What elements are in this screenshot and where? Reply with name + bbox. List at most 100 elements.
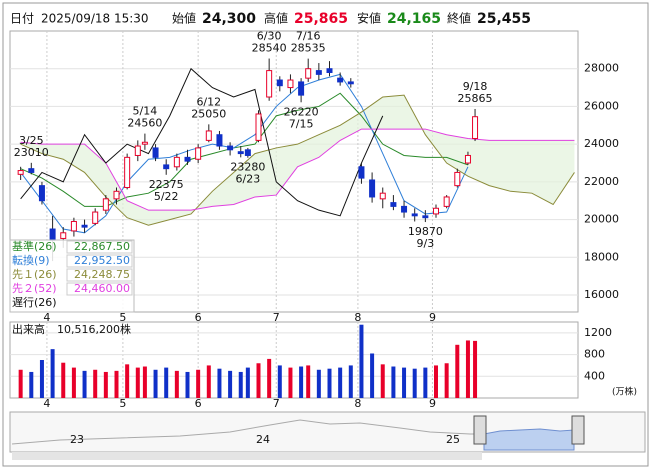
candle-body xyxy=(28,168,35,173)
volume-bar xyxy=(434,365,438,398)
high-value: 25,865 xyxy=(294,11,348,27)
volume-bar xyxy=(288,367,293,398)
x-tick-label: 8 xyxy=(354,311,361,324)
volume-bar xyxy=(299,366,304,398)
x-tick-label: 8 xyxy=(354,397,361,410)
volume-bar xyxy=(402,367,407,398)
indicator-line xyxy=(20,128,575,211)
candle-body xyxy=(454,171,461,187)
annotation-date: 6/12 xyxy=(196,95,221,108)
annotation-value: 28535 xyxy=(291,42,326,55)
volume-panel xyxy=(9,321,579,399)
indicator-line xyxy=(20,92,469,207)
volume-bar xyxy=(455,344,460,398)
datetime: 2025/09/18 15:30 xyxy=(41,12,149,26)
annotation-value: 26220 xyxy=(284,105,319,118)
y-tick-label: 22000 xyxy=(584,175,619,188)
candle-body xyxy=(326,68,333,73)
legend-value-bg xyxy=(66,240,133,254)
low-label: 安値 xyxy=(357,11,381,26)
volume-bar xyxy=(238,371,243,398)
navigator-label: 24 xyxy=(256,433,270,446)
volume-bar xyxy=(114,370,119,398)
candle-body xyxy=(422,215,429,219)
annotation-date: 6/30 xyxy=(257,30,282,43)
volume-bar xyxy=(82,370,87,398)
y-tick-label: 16000 xyxy=(584,288,619,301)
volume-bar xyxy=(245,367,250,398)
x-tick-label: 4 xyxy=(43,311,50,324)
y-tick-label: 26000 xyxy=(584,99,619,112)
y-tick-label: 1200 xyxy=(584,326,612,339)
x-tick-label: 7 xyxy=(273,397,280,410)
annotation-date: 7/16 xyxy=(296,30,321,43)
candle-body xyxy=(17,170,24,175)
candle-body xyxy=(134,145,141,156)
candle-body xyxy=(163,164,170,170)
date-label: 日付 xyxy=(10,12,34,26)
volume-bar xyxy=(338,367,343,398)
annotation-date: 7/15 xyxy=(289,117,314,130)
navigator-handle-right[interactable] xyxy=(571,415,585,445)
candle-body xyxy=(379,192,386,200)
volume-bar xyxy=(327,368,332,398)
navigator-handle-left[interactable] xyxy=(473,415,487,445)
volume-bar xyxy=(228,370,233,398)
x-tick-label: 5 xyxy=(119,311,126,324)
annotation-value: 23010 xyxy=(14,146,49,159)
volume-bar xyxy=(71,367,76,398)
candle-body xyxy=(464,154,471,164)
legend-value: 22,952.50 xyxy=(74,254,130,267)
volume-bar xyxy=(185,371,190,398)
candle-body xyxy=(358,166,365,179)
volume-unit: (万株) xyxy=(612,386,637,398)
annotation-date: 9/3 xyxy=(416,237,434,250)
volume-bar xyxy=(423,367,428,398)
volume-bar xyxy=(164,367,169,398)
legend-name: 先１(26) xyxy=(12,268,57,281)
low-value: 24,165 xyxy=(387,11,441,27)
candle-body xyxy=(113,190,120,200)
volume-bar xyxy=(359,324,364,398)
scrollbar[interactable] xyxy=(12,452,482,460)
cloud-fill xyxy=(20,95,575,226)
open-value: 24,300 xyxy=(202,11,256,27)
candle-body xyxy=(141,141,148,145)
volume-bar xyxy=(206,365,211,398)
candle-body xyxy=(305,68,312,79)
volume-bar xyxy=(473,340,478,398)
candle-body xyxy=(70,220,77,232)
volume-bar xyxy=(125,364,130,398)
candle-body xyxy=(347,81,354,85)
annotation-value: 28540 xyxy=(252,42,287,55)
candle-body xyxy=(227,145,234,151)
volume-bar xyxy=(39,360,44,398)
candle-body xyxy=(152,147,159,158)
candle-body xyxy=(255,113,262,141)
volume-bar xyxy=(277,365,282,398)
candle-body xyxy=(216,134,223,147)
annotation-value: 23280 xyxy=(230,161,265,174)
x-tick-label: 5 xyxy=(119,397,126,410)
volume-bar xyxy=(380,364,385,398)
volume-bar xyxy=(316,369,321,398)
candle-body xyxy=(266,70,273,98)
x-tick-label: 9 xyxy=(429,397,436,410)
legend-name: 転換(9) xyxy=(12,254,50,267)
volume-bar xyxy=(61,362,66,398)
navigator-line xyxy=(11,419,478,445)
volume-total: 10,516,200株 xyxy=(57,322,131,336)
x-tick-label: 6 xyxy=(195,311,202,324)
y-tick-label: 800 xyxy=(584,348,605,361)
candle-body xyxy=(173,156,180,168)
volume-bar xyxy=(348,365,353,398)
volume-bar xyxy=(412,368,417,398)
legend: 基準(26) 22,867.50 転換(9) 22,952.50 先１(26) 24,24… xyxy=(9,239,135,313)
candle-body xyxy=(298,81,305,96)
candle-body xyxy=(411,213,418,217)
annotation-date: 6/23 xyxy=(235,173,260,186)
volume-bar xyxy=(153,369,158,398)
volume-title: 出来高 xyxy=(12,322,45,336)
